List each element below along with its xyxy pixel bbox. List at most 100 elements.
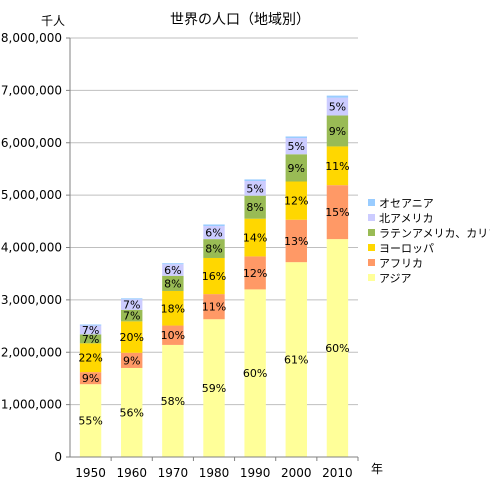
data-label: 9% (82, 372, 99, 385)
bar-segment (162, 325, 184, 345)
x-tick-label: 1970 (158, 466, 189, 480)
y-tick-label: 2,000,000 (1, 345, 62, 359)
bar-segment (326, 115, 349, 147)
bar-segment (121, 321, 143, 353)
data-label: 58% (161, 395, 185, 408)
data-label: 13% (284, 235, 308, 248)
bar-segment (326, 146, 349, 186)
data-label: 55% (78, 415, 102, 428)
data-label: 8% (164, 277, 181, 290)
bar-segment (121, 298, 143, 300)
legend-item: 北アメリカ (379, 212, 433, 225)
x-axis-unit: 年 (371, 462, 383, 476)
bar-segment (79, 343, 102, 373)
bar-segment (121, 367, 143, 457)
data-label: 15% (325, 206, 349, 219)
data-label: 9% (123, 354, 140, 367)
x-axis-ticks: 1950 1960 1970 1980 1990 2000 2010 (75, 457, 359, 480)
data-label: 56% (119, 406, 143, 419)
bar-segment (162, 275, 184, 291)
legend-swatch (368, 274, 375, 281)
data-label: 9% (329, 125, 346, 138)
legend-item: アジア (379, 272, 412, 285)
x-tick-label: 2000 (281, 466, 312, 480)
legend-item: アフリカ (379, 257, 423, 270)
bar-segment (162, 264, 184, 276)
bar-segment (285, 136, 307, 139)
axes (66, 38, 358, 458)
bar-segment (285, 154, 307, 182)
bar-segment (244, 180, 266, 196)
data-label: 6% (205, 227, 222, 240)
data-label: 8% (205, 243, 222, 256)
data-label: 11% (202, 301, 226, 314)
bar-segment (162, 290, 184, 326)
bar-segment (79, 324, 102, 326)
bar-segment (244, 218, 266, 257)
bar-segment (285, 219, 307, 263)
y-tick-label: 1,000,000 (1, 398, 62, 412)
legend-item: ヨーロッパ (379, 242, 434, 255)
data-label: 5% (288, 140, 305, 153)
bar-segment (203, 294, 225, 320)
data-label: 14% (243, 232, 267, 245)
data-label: 59% (202, 382, 226, 395)
data-label: 7% (123, 299, 140, 312)
x-tick-label: 1980 (199, 466, 230, 480)
bar-segment (79, 325, 102, 335)
bar-segment (203, 257, 225, 295)
bar-segment (121, 352, 143, 368)
bar-segment (285, 138, 307, 155)
data-label: 22% (78, 352, 102, 365)
x-tick-label: 1950 (75, 466, 106, 480)
x-tick-label: 1960 (116, 466, 147, 480)
bar-segment (244, 179, 266, 181)
chart-title: 世界の人口（地域別） (170, 12, 310, 28)
y-tick-label: 0 (54, 450, 62, 464)
bar-segment (326, 239, 349, 457)
data-label: 16% (202, 270, 226, 283)
bar-segment (203, 319, 225, 457)
legend-swatch (368, 259, 375, 266)
data-label: 12% (243, 267, 267, 280)
bar-segment (285, 262, 307, 457)
bar-segment (79, 372, 102, 385)
bar-segment (326, 185, 349, 240)
data-label: 11% (325, 160, 349, 173)
data-label: 7% (123, 310, 140, 323)
data-label: 12% (284, 195, 308, 208)
y-axis-unit: 千人 (41, 14, 65, 28)
y-tick-label: 4,000,000 (1, 241, 62, 255)
data-label: 6% (164, 264, 181, 277)
bar-segment (285, 181, 307, 220)
legend-swatch (368, 229, 375, 236)
bars: 55%9%22%7%7%56%9%20%7%7%58%10%18%8%6%59%… (78, 95, 350, 457)
y-axis-ticks: 0 1,000,000 2,000,000 3,000,000 4,000,000 5,0… (1, 31, 70, 464)
data-label: 61% (284, 354, 308, 367)
bar-segment (244, 195, 266, 219)
legend-swatch (368, 199, 375, 206)
y-tick-label: 8,000,000 (1, 31, 62, 45)
bar-segment (79, 384, 102, 457)
legend-item: オセアニア (379, 197, 434, 210)
data-label: 9% (288, 162, 305, 175)
bar-segment (244, 256, 266, 290)
x-tick-label: 1990 (240, 466, 271, 480)
bar-segment (203, 226, 225, 240)
bar-segment (79, 334, 102, 344)
bar-segment (203, 224, 225, 227)
x-tick-label: 2010 (322, 466, 353, 480)
legend-swatch (368, 244, 375, 251)
y-tick-label: 5,000,000 (1, 188, 62, 202)
data-label: 7% (82, 324, 99, 337)
data-label: 20% (119, 331, 143, 344)
legend-item: ラテンアメリカ、カリブ (379, 226, 490, 240)
bar-segment (326, 95, 349, 98)
data-label: 7% (82, 333, 99, 346)
y-tick-label: 6,000,000 (1, 136, 62, 150)
bar-segment (162, 263, 184, 265)
data-label: 8% (246, 201, 263, 214)
bar-segment (162, 344, 184, 457)
